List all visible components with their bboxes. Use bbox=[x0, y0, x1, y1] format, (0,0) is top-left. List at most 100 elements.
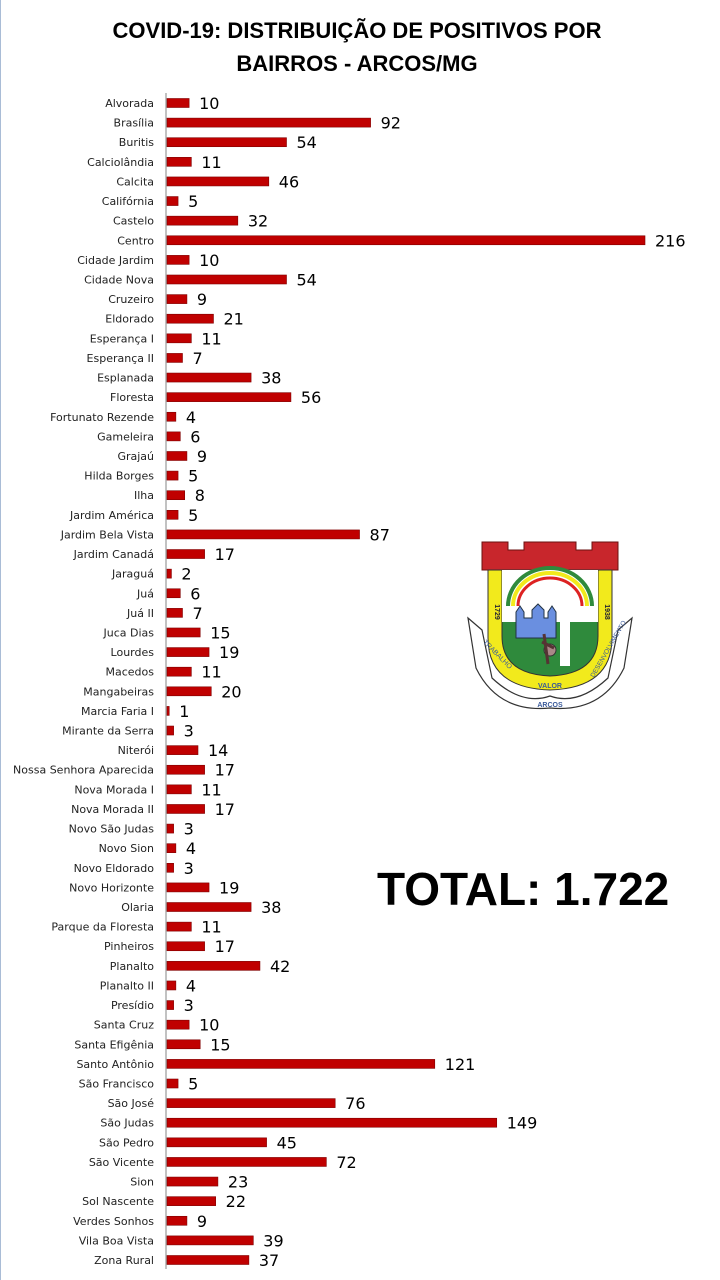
data-label: 46 bbox=[279, 172, 299, 191]
category-label: Vila Boa Vista bbox=[79, 1234, 154, 1247]
category-label: Ilha bbox=[134, 489, 154, 502]
category-label: Buritis bbox=[119, 136, 154, 149]
category-label: Parque da Floresta bbox=[51, 921, 154, 934]
category-label: Gameleira bbox=[97, 430, 154, 443]
bar bbox=[166, 1039, 201, 1050]
left-edge-line bbox=[0, 0, 1, 1280]
data-label: 4 bbox=[186, 839, 196, 858]
data-label: 7 bbox=[192, 604, 202, 623]
category-label: Grajaú bbox=[117, 450, 154, 463]
bar bbox=[166, 568, 172, 579]
bar bbox=[166, 353, 183, 363]
data-label: 23 bbox=[228, 1173, 248, 1192]
bar bbox=[166, 510, 179, 520]
bar bbox=[166, 1215, 188, 1226]
category-label: Novo Horizonte bbox=[69, 881, 154, 894]
bar bbox=[166, 921, 192, 932]
data-label: 45 bbox=[277, 1133, 297, 1152]
data-label: 9 bbox=[197, 290, 207, 309]
bar bbox=[166, 961, 261, 971]
bar bbox=[166, 549, 205, 559]
data-label: 216 bbox=[655, 231, 686, 250]
bar bbox=[166, 1196, 216, 1206]
data-label: 11 bbox=[201, 329, 221, 348]
total-annotation: TOTAL: 1.722 bbox=[377, 863, 670, 915]
logo-year-left: 1729 bbox=[493, 604, 500, 620]
category-label: Juá bbox=[136, 587, 154, 600]
data-label: 54 bbox=[297, 270, 317, 289]
category-label: Esperança I bbox=[90, 332, 154, 345]
data-label: 54 bbox=[297, 133, 317, 152]
category-label: Niterói bbox=[118, 744, 154, 757]
category-label: Fortunato Rezende bbox=[50, 411, 154, 424]
bar bbox=[166, 117, 371, 128]
bar bbox=[166, 745, 199, 755]
bar bbox=[166, 843, 177, 853]
category-label: Calcita bbox=[116, 175, 154, 188]
category-label: Alvorada bbox=[105, 97, 154, 110]
category-label: Esplanada bbox=[97, 372, 154, 385]
bar bbox=[166, 1019, 190, 1030]
category-label: Cidade Nova bbox=[84, 273, 154, 286]
category-label: Esperança II bbox=[87, 352, 154, 365]
bar bbox=[166, 1000, 174, 1010]
category-label: Juá II bbox=[126, 607, 154, 620]
arcos-coat-of-arms-logo: 1729 1938 TRABALHO VALOR DESENVOLVIMENTO… bbox=[467, 541, 633, 710]
bar bbox=[166, 392, 292, 402]
data-label: 5 bbox=[188, 192, 198, 211]
bar bbox=[166, 706, 170, 716]
data-label: 92 bbox=[381, 114, 401, 133]
data-label: 22 bbox=[226, 1192, 246, 1211]
bar bbox=[166, 235, 646, 246]
data-label: 15 bbox=[210, 623, 230, 642]
data-label: 3 bbox=[184, 722, 194, 741]
bar bbox=[166, 764, 205, 775]
bar bbox=[166, 157, 192, 167]
data-label: 9 bbox=[197, 447, 207, 466]
bar bbox=[166, 1255, 250, 1265]
data-label: 19 bbox=[219, 643, 239, 662]
bar bbox=[166, 470, 179, 481]
bar bbox=[166, 725, 174, 736]
data-label: 7 bbox=[192, 349, 202, 368]
bar bbox=[166, 1078, 179, 1089]
bar bbox=[166, 137, 287, 148]
data-label: 10 bbox=[199, 94, 219, 113]
bar bbox=[166, 902, 252, 912]
bar bbox=[166, 1137, 267, 1148]
data-label: 17 bbox=[215, 800, 235, 819]
data-label: 76 bbox=[345, 1094, 365, 1113]
logo-ribbon-bottom: ARCOS bbox=[537, 702, 563, 709]
category-label: Santa Cruz bbox=[94, 1019, 154, 1032]
bar bbox=[166, 1117, 498, 1128]
category-label: Hilda Borges bbox=[84, 470, 154, 483]
category-label: Planalto bbox=[110, 960, 155, 973]
category-label: Floresta bbox=[110, 391, 154, 404]
bar bbox=[166, 274, 287, 285]
bar bbox=[166, 627, 201, 638]
category-label: Jardim Bela Vista bbox=[60, 528, 154, 541]
data-label: 10 bbox=[199, 251, 219, 270]
data-label: 9 bbox=[197, 1212, 207, 1231]
title-line-1: COVID-19: DISTRIBUIÇÃO DE POSITIVOS POR bbox=[112, 18, 602, 43]
category-label: Nova Morada II bbox=[71, 803, 154, 816]
bar bbox=[166, 333, 192, 344]
bar bbox=[166, 196, 179, 206]
category-label: Jaraguá bbox=[111, 568, 154, 581]
category-label: Nova Morada I bbox=[74, 783, 154, 796]
bar bbox=[166, 313, 214, 324]
bar bbox=[166, 941, 205, 952]
category-label: Santa Efigênia bbox=[74, 1038, 154, 1051]
category-label: Lourdes bbox=[111, 646, 155, 659]
data-label: 4 bbox=[186, 408, 196, 427]
bar bbox=[166, 608, 183, 618]
data-label: 5 bbox=[188, 1075, 198, 1094]
bar bbox=[166, 823, 174, 834]
data-label: 3 bbox=[184, 859, 194, 878]
category-label: São Pedro bbox=[99, 1136, 154, 1149]
category-label: Novo São Judas bbox=[69, 823, 155, 836]
bar bbox=[166, 980, 177, 991]
data-label: 38 bbox=[261, 898, 281, 917]
bar bbox=[166, 490, 186, 501]
